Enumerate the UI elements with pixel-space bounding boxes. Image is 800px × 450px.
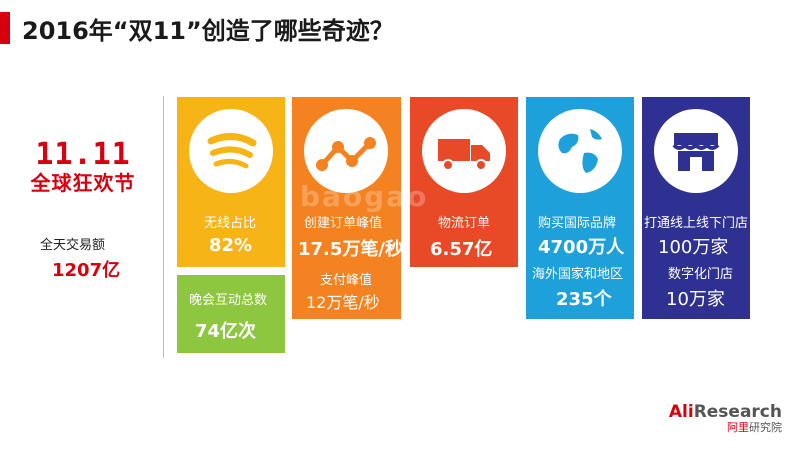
total-sales-value: 1207亿 <box>52 260 121 281</box>
digital-store-label: 数字化门店 <box>668 267 734 282</box>
global-brands-card: 购买国际品牌 4700万人 海外国家和地区 235个 <box>526 97 634 319</box>
order-peak-value: 17.5万笔/秒 <box>298 239 403 260</box>
stores-card: 打通线上线下门店 100万家 数字化门店 10万家 <box>642 97 750 319</box>
brand-suffix: Research <box>693 402 782 422</box>
intl-brand-value: 4700万人 <box>538 237 625 258</box>
brand-prefix: Ali <box>668 402 694 422</box>
watermark-text: baogao <box>300 180 429 213</box>
payment-peak-label: 支付峰值 <box>320 273 373 288</box>
page-title: 2016年“双11”创造了哪些奇迹？ <box>22 17 394 45</box>
title-accent-bar <box>0 12 10 44</box>
vertical-divider <box>163 96 164 358</box>
logo-name: 全球狂欢节 <box>30 171 136 195</box>
globe-icon <box>538 109 622 193</box>
order-peak-label: 创建订单峰值 <box>304 216 383 231</box>
wireless-value: 82% <box>209 235 253 256</box>
sub-prefix: 阿里 <box>727 421 749 434</box>
wireless-share-card: 无线占比 82% <box>177 97 285 267</box>
logo-number: 11.11 <box>35 137 131 172</box>
store-icon <box>654 109 738 193</box>
delivery-truck-icon <box>422 109 506 193</box>
wireless-label: 无线占比 <box>204 216 257 231</box>
online-offline-value: 100万家 <box>658 237 729 258</box>
overseas-value: 235个 <box>556 289 612 310</box>
double11-logo: 11.11 全球狂欢节 <box>28 140 138 196</box>
logistics-value: 6.57亿 <box>430 239 493 260</box>
aliresearch-logo: AliResearch 阿里研究院 <box>669 403 782 435</box>
overseas-label: 海外国家和地区 <box>532 267 624 282</box>
trend-chart-icon <box>304 109 388 193</box>
online-offline-label: 打通线上线下门店 <box>644 216 749 231</box>
logistics-label: 物流订单 <box>438 216 491 231</box>
gala-label: 晚会互动总数 <box>189 293 268 308</box>
gala-value: 74亿次 <box>195 321 257 342</box>
logistics-card: 物流订单 6.57亿 <box>410 97 518 267</box>
wifi-icon <box>189 109 273 193</box>
payment-peak-value: 12万笔/秒 <box>306 293 380 312</box>
gala-interaction-card: 晚会互动总数 74亿次 <box>177 275 285 353</box>
digital-store-value: 10万家 <box>666 289 725 310</box>
total-sales-label: 全天交易额 <box>40 238 106 253</box>
order-peak-card: 创建订单峰值 17.5万笔/秒 支付峰值 12万笔/秒 <box>292 97 403 319</box>
intl-brand-label: 购买国际品牌 <box>538 216 617 231</box>
sub-suffix: 研究院 <box>749 421 782 434</box>
